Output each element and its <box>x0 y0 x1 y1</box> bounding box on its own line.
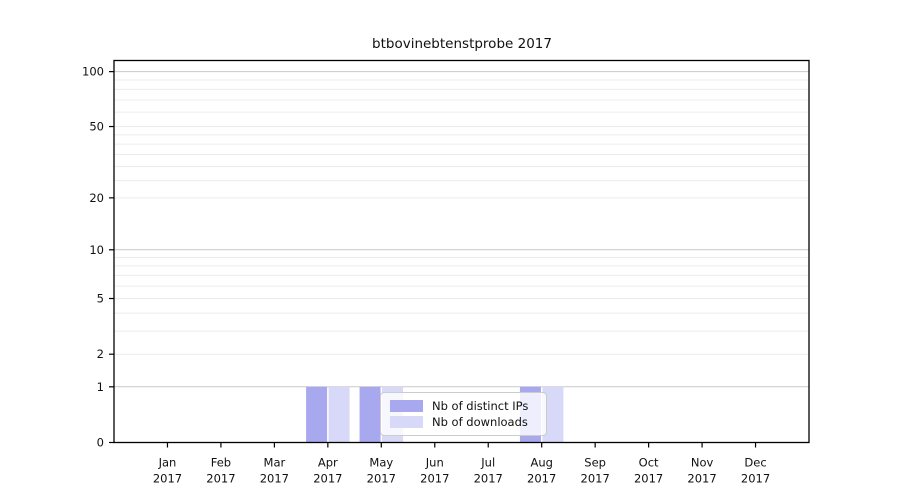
y-axis-tick-label: 0 <box>97 436 104 450</box>
x-axis-tick-label-month: Aug <box>530 456 552 470</box>
plot-border <box>113 59 810 444</box>
y-axis-tick-label: 20 <box>89 191 104 205</box>
y-axis-tick-label: 2 <box>97 347 104 361</box>
legend-entry-distinct-ips: Nb of distinct IPs <box>390 399 538 413</box>
x-axis-tick-label-month: Mar <box>264 456 286 470</box>
x-axis-tick-label-year: 2017 <box>581 472 610 486</box>
x-axis-tick-label-month: Jun <box>425 456 444 470</box>
x-axis-tick-label-month: Nov <box>691 456 714 470</box>
y-axis-tick-label: 10 <box>89 243 104 257</box>
x-axis-tick-label-month: Dec <box>744 456 766 470</box>
x-axis-tick-label-year: 2017 <box>367 472 396 486</box>
x-axis-tick-label-month: Apr <box>318 456 338 470</box>
x-axis-tick-label-year: 2017 <box>634 472 663 486</box>
x-axis-tick-label-month: Sep <box>584 456 606 470</box>
legend-swatch-distinct-ips <box>390 400 423 412</box>
x-axis-tick-label-year: 2017 <box>687 472 716 486</box>
x-axis-tick-label-month: Jul <box>480 456 495 470</box>
x-axis-tick-label-year: 2017 <box>741 472 770 486</box>
x-axis-tick-label-year: 2017 <box>153 472 182 486</box>
x-axis-tick-label-month: Oct <box>639 456 659 470</box>
x-axis-tick-label-year: 2017 <box>474 472 503 486</box>
legend-label-distinct-ips: Nb of distinct IPs <box>432 399 529 413</box>
y-axis-tick-label: 1 <box>97 380 104 394</box>
x-axis-tick-label-month: May <box>369 456 393 470</box>
x-axis-tick-label-year: 2017 <box>420 472 449 486</box>
legend-entry-downloads: Nb of downloads <box>390 415 538 429</box>
y-axis-tick-label: 100 <box>82 65 104 79</box>
x-axis-tick-label-month: Feb <box>211 456 231 470</box>
legend: Nb of distinct IPs Nb of downloads <box>380 392 547 436</box>
bar-nb-of-downloads-aug <box>542 386 564 443</box>
bar-nb-of-downloads-apr <box>328 386 350 443</box>
y-axis-tick-label: 5 <box>97 292 104 306</box>
bar-nb-of-distinct-ips-may <box>359 386 381 443</box>
x-axis-tick-label-year: 2017 <box>206 472 235 486</box>
x-axis-tick-label-month: Jan <box>158 456 177 470</box>
y-axis-tick-label: 50 <box>89 120 104 134</box>
x-axis-tick-label-year: 2017 <box>313 472 342 486</box>
bar-nb-of-distinct-ips-apr <box>306 386 328 443</box>
x-axis-tick-label-year: 2017 <box>527 472 556 486</box>
x-axis-tick-label-year: 2017 <box>260 472 289 486</box>
chart-title: btbovinebtenstprobe 2017 <box>372 36 552 52</box>
legend-label-downloads: Nb of downloads <box>432 415 528 429</box>
legend-swatch-downloads <box>390 416 423 428</box>
